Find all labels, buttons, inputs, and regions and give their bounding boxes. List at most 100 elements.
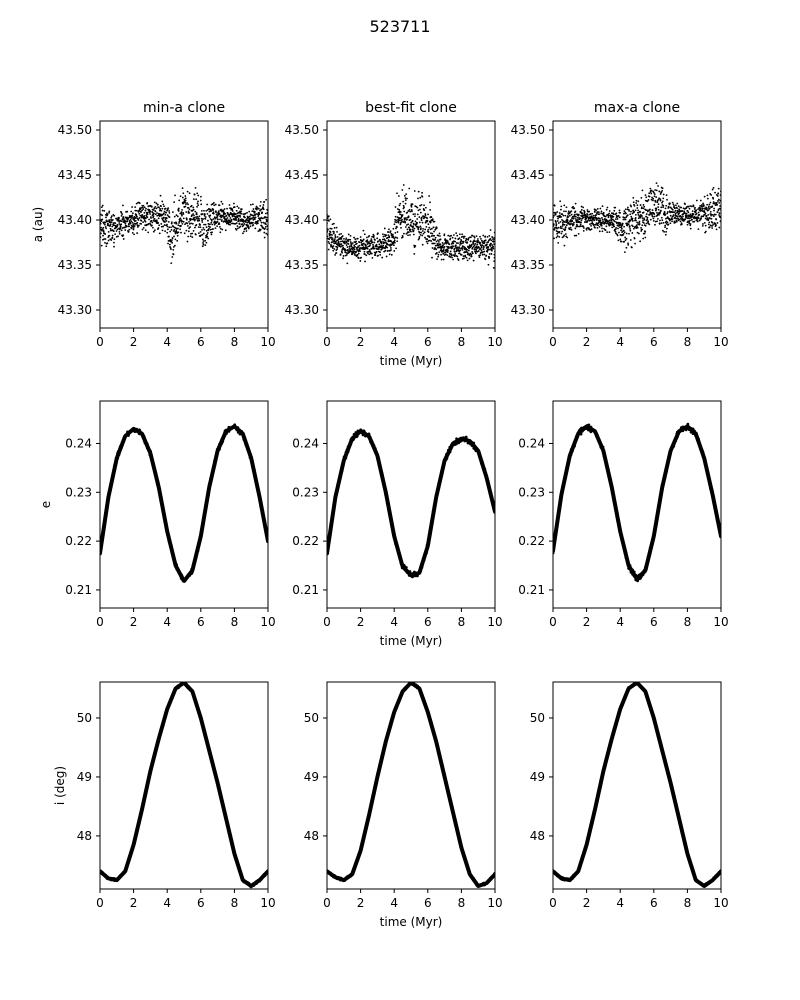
data-point: [185, 229, 188, 232]
data-point: [456, 832, 460, 836]
data-point: [202, 232, 205, 235]
data-point: [380, 754, 384, 758]
data-point: [368, 249, 371, 251]
data-point: [190, 571, 194, 574]
data-point: [474, 242, 477, 245]
data-point: [327, 542, 330, 546]
data-point: [150, 217, 152, 219]
data-point: [636, 221, 638, 224]
x-axis-label: time (Myr): [380, 634, 443, 648]
data-point: [484, 258, 487, 261]
data-point: [638, 223, 641, 225]
data-point: [663, 230, 666, 233]
data-point: [396, 237, 399, 239]
data-point: [572, 217, 575, 220]
data-point: [195, 223, 198, 226]
data-point: [130, 227, 133, 230]
data-point: [165, 217, 168, 220]
data-point: [592, 810, 596, 813]
data-point: [679, 220, 682, 223]
data-point: [421, 230, 424, 232]
data-point: [212, 211, 215, 214]
data-point: [586, 428, 590, 432]
data-point: [584, 220, 586, 223]
data-point: [146, 202, 149, 204]
data-point: [259, 228, 262, 231]
data-point: [136, 429, 140, 433]
data-point: [383, 227, 386, 230]
data-point: [404, 221, 407, 224]
data-point: [569, 448, 573, 451]
data-point: [369, 244, 371, 247]
data-point: [455, 246, 457, 249]
data-point: [458, 246, 461, 249]
data-point: [406, 211, 409, 214]
data-point: [213, 463, 217, 467]
data-point: [686, 215, 688, 218]
data-point: [492, 245, 495, 248]
data-point: [101, 204, 104, 207]
data-point: [152, 230, 155, 233]
data-point: [379, 253, 382, 256]
data-point: [629, 219, 632, 222]
data-point: [362, 238, 365, 241]
x-tick-label: 2: [130, 335, 138, 349]
data-point: [157, 222, 160, 224]
data-point: [212, 766, 215, 770]
data-point: [623, 231, 626, 234]
data-point: [482, 248, 485, 250]
data-point: [163, 224, 166, 226]
data-point: [251, 466, 255, 470]
data-point: [182, 192, 185, 195]
data-point: [462, 237, 465, 239]
data-point: [679, 823, 683, 826]
data-point: [657, 208, 660, 211]
data-point: [391, 716, 395, 720]
data-point: [132, 226, 135, 229]
data-point: [408, 231, 410, 233]
data-point: [135, 202, 138, 205]
data-point: [648, 550, 652, 554]
data-point: [116, 223, 119, 226]
data-point: [378, 766, 381, 769]
data-point: [419, 204, 421, 207]
data-point: [182, 217, 185, 220]
data-point: [342, 244, 344, 247]
data-point: [350, 242, 353, 245]
data-point: [571, 220, 574, 223]
data-point: [193, 216, 196, 219]
data-point: [471, 234, 474, 237]
data-point: [707, 223, 710, 226]
data-point: [391, 528, 394, 531]
data-point: [654, 220, 657, 223]
data-point: [131, 214, 134, 217]
data-point: [682, 207, 685, 210]
data-point: [432, 226, 435, 229]
data-point: [571, 215, 574, 218]
data-point: [347, 243, 350, 245]
plot-area: [327, 428, 495, 579]
data-point: [207, 746, 211, 750]
data-point: [478, 246, 480, 249]
data-point: [452, 242, 455, 245]
data-point: [620, 537, 624, 541]
data-point: [463, 235, 466, 238]
data-point: [455, 232, 458, 235]
data-point: [164, 524, 168, 527]
data-point: [640, 214, 642, 216]
data-point: [206, 209, 209, 211]
data-point: [180, 213, 183, 216]
data-point: [713, 507, 717, 511]
data-point: [575, 223, 578, 226]
data-point: [331, 247, 334, 249]
data-point: [238, 220, 241, 222]
data-point: [382, 749, 386, 752]
data-point: [456, 234, 459, 237]
data-point: [573, 221, 575, 224]
data-point: [246, 881, 250, 885]
data-point: [107, 220, 109, 223]
data-point: [330, 236, 333, 239]
data-point: [158, 232, 161, 235]
data-point: [557, 241, 560, 244]
data-point: [589, 223, 591, 226]
